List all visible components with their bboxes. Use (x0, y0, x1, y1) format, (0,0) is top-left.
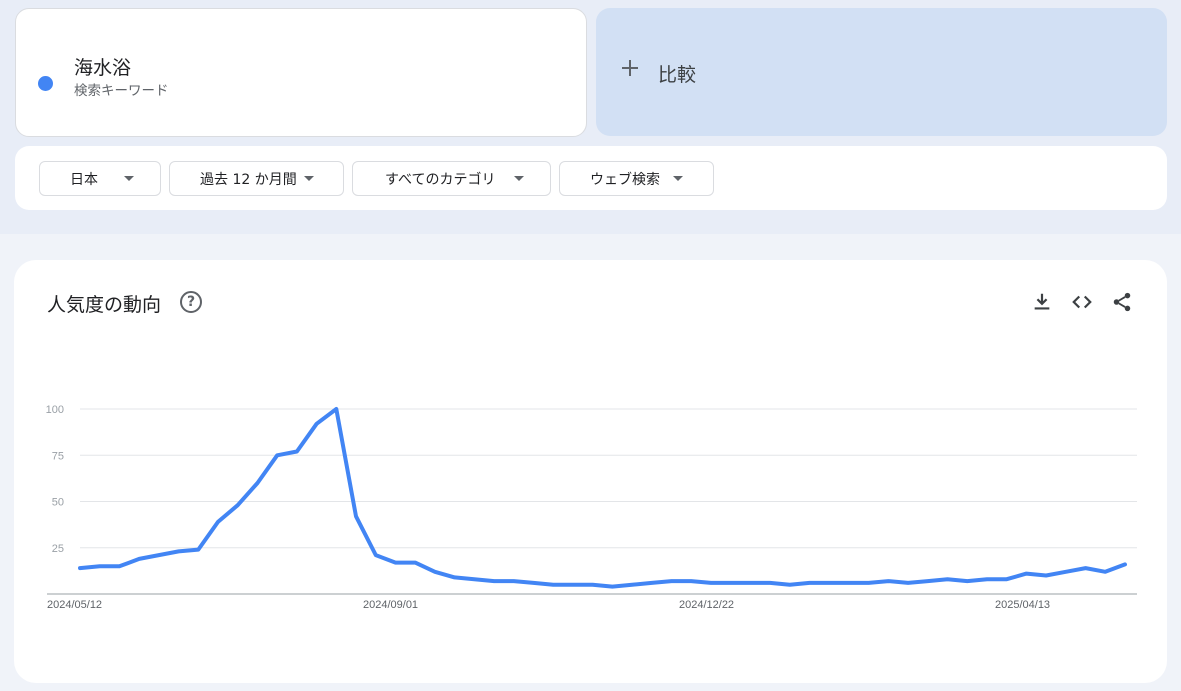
category-filter-dropdown[interactable]: すべてのカテゴリ (352, 161, 551, 196)
compare-button[interactable]: 比較 (596, 8, 1167, 136)
chevron-down-icon (304, 176, 314, 181)
search-type-filter-dropdown[interactable]: ウェブ検索 (559, 161, 714, 196)
embed-code-icon[interactable] (1071, 291, 1093, 313)
x-tick-label: 2024/05/12 (47, 599, 102, 611)
term-type-label: 検索キーワード (74, 83, 169, 99)
chart-title: 人気度の動向 (47, 294, 162, 316)
x-tick-label: 2024/09/01 (363, 599, 418, 611)
chevron-down-icon (514, 176, 524, 181)
time-range-filter-label: 過去 12 か月間 (200, 171, 297, 188)
x-tick-label: 2024/12/22 (679, 599, 734, 611)
chevron-down-icon (124, 176, 134, 181)
y-tick-label: 75 (52, 450, 64, 462)
trend-chart: 25 50 75 100 2024/05/12 2024/09/01 2024/12/22… (46, 404, 1137, 611)
interest-over-time-card: 人気度の動向 ? 25 50 75 100 2024/05/12 2024/09/01 2… (14, 260, 1167, 683)
category-filter-label: すべてのカテゴリ (385, 171, 496, 188)
y-tick-label: 100 (46, 404, 64, 416)
chevron-down-icon (673, 176, 683, 181)
series-line-0[interactable] (78, 407, 1127, 589)
region-filter-dropdown[interactable]: 日本 (39, 161, 161, 196)
time-range-filter-dropdown[interactable]: 過去 12 か月間 (169, 161, 344, 196)
y-tick-label: 25 (52, 543, 64, 555)
y-tick-label: 50 (52, 497, 64, 509)
plus-icon (622, 60, 638, 76)
share-icon[interactable] (1111, 291, 1133, 313)
download-icon[interactable] (1031, 291, 1053, 313)
search-term-card[interactable]: 海水浴 検索キーワード (15, 8, 587, 137)
term-color-dot (38, 76, 53, 91)
search-type-filter-label: ウェブ検索 (590, 171, 660, 188)
region-filter-label: 日本 (70, 171, 98, 188)
term-name[interactable]: 海水浴 (74, 57, 132, 79)
x-tick-label: 2025/04/13 (995, 599, 1050, 611)
help-icon[interactable]: ? (180, 291, 202, 313)
compare-label: 比較 (658, 64, 697, 86)
filter-bar: 日本 過去 12 か月間 すべてのカテゴリ ウェブ検索 (15, 146, 1167, 210)
